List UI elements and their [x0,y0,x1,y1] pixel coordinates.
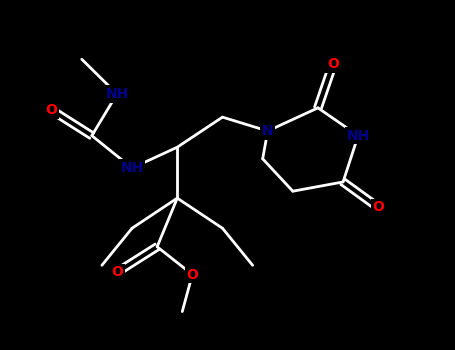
Text: O: O [372,201,384,215]
Text: N: N [262,124,273,138]
Text: NH: NH [105,87,129,101]
Text: O: O [111,265,123,279]
Text: O: O [327,57,339,71]
Text: NH: NH [347,129,370,143]
Text: O: O [46,103,58,117]
Text: O: O [187,267,198,281]
Text: NH: NH [121,161,144,175]
